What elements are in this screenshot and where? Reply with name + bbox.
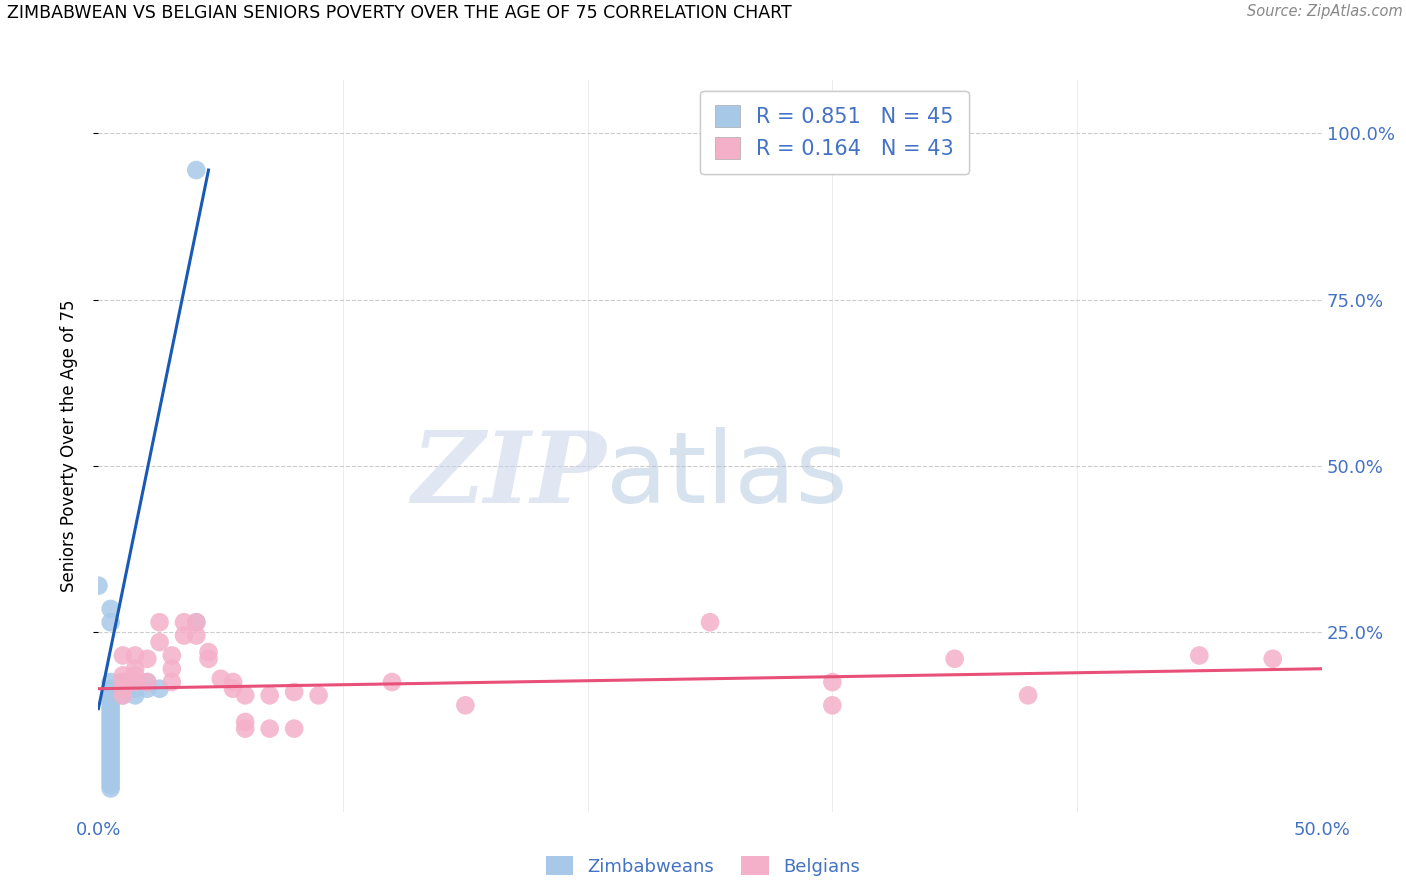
Point <box>87 579 110 593</box>
Point <box>124 648 146 663</box>
Point <box>100 774 122 789</box>
Point <box>124 681 146 696</box>
Point <box>100 675 122 690</box>
Point <box>283 685 305 699</box>
Point <box>100 691 122 706</box>
Point <box>186 615 208 630</box>
Point <box>100 718 122 732</box>
Point <box>454 698 477 713</box>
Point <box>100 689 122 703</box>
Legend: Zimbabweans, Belgians: Zimbabweans, Belgians <box>538 849 868 883</box>
Text: ZIP: ZIP <box>411 427 606 524</box>
Point <box>197 645 219 659</box>
Point <box>100 738 122 752</box>
Point <box>100 714 122 729</box>
Point <box>100 772 122 786</box>
Point <box>1017 689 1039 703</box>
Point <box>259 689 281 703</box>
Point <box>100 778 122 792</box>
Point <box>100 722 122 736</box>
Point <box>173 615 195 630</box>
Point <box>100 728 122 742</box>
Point <box>943 652 966 666</box>
Text: atlas: atlas <box>606 426 848 524</box>
Text: Source: ZipAtlas.com: Source: ZipAtlas.com <box>1247 4 1403 20</box>
Point <box>124 675 146 690</box>
Point <box>100 762 122 776</box>
Point <box>186 163 208 178</box>
Point <box>222 675 245 690</box>
Point <box>136 652 159 666</box>
Point <box>197 652 219 666</box>
Point <box>111 675 134 690</box>
Point <box>100 735 122 749</box>
Point <box>821 698 844 713</box>
Point <box>186 615 208 630</box>
Point <box>1188 648 1211 663</box>
Point <box>209 672 232 686</box>
Point <box>136 681 159 696</box>
Point <box>100 748 122 763</box>
Point <box>111 689 134 703</box>
Point <box>381 675 404 690</box>
Point <box>136 675 159 690</box>
Point <box>259 722 281 736</box>
Point <box>124 668 146 682</box>
Point <box>186 628 208 642</box>
Legend: R = 0.851   N = 45, R = 0.164   N = 43: R = 0.851 N = 45, R = 0.164 N = 43 <box>700 91 969 174</box>
Y-axis label: Seniors Poverty Over the Age of 75: Seniors Poverty Over the Age of 75 <box>59 300 77 592</box>
Point <box>100 695 122 709</box>
Point <box>100 758 122 772</box>
Point <box>233 714 256 729</box>
Point <box>100 751 122 765</box>
Point <box>308 689 330 703</box>
Point <box>100 725 122 739</box>
Point <box>111 689 134 703</box>
Point <box>149 681 172 696</box>
Point <box>1261 652 1284 666</box>
Point <box>100 708 122 723</box>
Point <box>124 689 146 703</box>
Point <box>283 722 305 736</box>
Point <box>100 712 122 726</box>
Point <box>233 722 256 736</box>
Point <box>222 681 245 696</box>
Point <box>124 662 146 676</box>
Point <box>111 681 134 696</box>
Point <box>100 764 122 779</box>
Point <box>699 615 721 630</box>
Point <box>100 745 122 759</box>
Point <box>100 731 122 746</box>
Point <box>160 648 183 663</box>
Point <box>100 602 122 616</box>
Point <box>100 768 122 782</box>
Point <box>149 615 172 630</box>
Point <box>160 675 183 690</box>
Point <box>111 668 134 682</box>
Point <box>100 781 122 796</box>
Point <box>100 698 122 713</box>
Point <box>149 635 172 649</box>
Point <box>100 755 122 769</box>
Point <box>100 705 122 719</box>
Point <box>111 681 134 696</box>
Point <box>100 615 122 630</box>
Point <box>111 675 134 690</box>
Point <box>821 675 844 690</box>
Point <box>160 662 183 676</box>
Point <box>136 675 159 690</box>
Point <box>100 701 122 715</box>
Point <box>100 685 122 699</box>
Text: ZIMBABWEAN VS BELGIAN SENIORS POVERTY OVER THE AGE OF 75 CORRELATION CHART: ZIMBABWEAN VS BELGIAN SENIORS POVERTY OV… <box>7 4 792 22</box>
Point <box>173 628 195 642</box>
Point <box>100 681 122 696</box>
Point <box>100 741 122 756</box>
Point <box>111 648 134 663</box>
Point <box>233 689 256 703</box>
